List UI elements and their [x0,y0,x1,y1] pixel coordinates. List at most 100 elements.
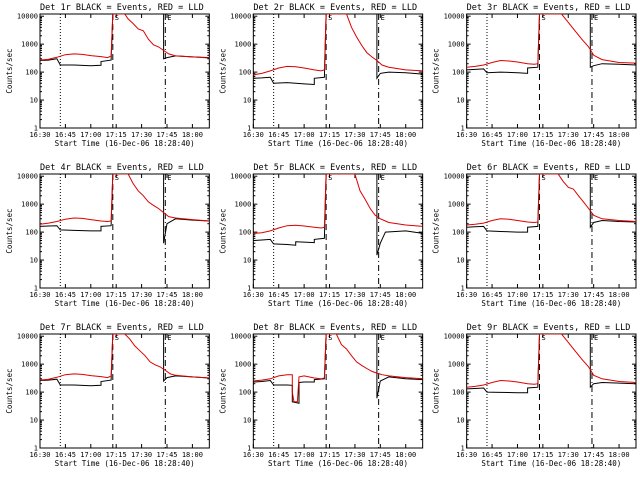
x-axis-label: Start Time (16-Dec-06 18:28:40) [268,299,408,308]
plot-frame [252,333,424,449]
chart-title: Det 5r BLACK = Events, RED = LLD [253,163,417,173]
series-line-events [466,334,636,394]
start-marker-label: S [115,174,119,182]
series-line-events [40,14,210,67]
y-axis-label: Counts/sec [432,368,441,413]
plot-frame [39,13,210,129]
chart-title: Det 2r BLACK = Events, RED = LLD [253,3,417,13]
y-tick-label: 1000 [448,41,465,49]
end-marker-label: E [167,14,171,22]
y-tick-label: 1000 [234,201,251,209]
chart-title: Det 3r BLACK = Events, RED = LLD [467,3,631,13]
x-tick-label: 16:30 [243,131,264,139]
y-tick-label: 100 [452,389,465,397]
y-tick-label: 10000 [230,13,251,21]
series-line-events [466,14,636,74]
y-axis-label: Counts/sec [432,208,441,253]
y-tick-label: 100 [452,229,465,237]
x-tick-label: 16:45 [268,451,289,459]
y-tick-label: 1000 [21,41,38,49]
y-tick-label: 1 [460,285,464,293]
y-tick-label: 100 [25,229,38,237]
x-tick-label: 17:00 [507,451,528,459]
x-tick-label: 17:00 [507,291,528,299]
chart-title: Det 6r BLACK = Events, RED = LLD [467,163,631,173]
y-tick-label: 10 [243,257,251,265]
x-tick-label: 16:30 [456,451,477,459]
x-tick-label: 17:45 [370,451,391,459]
y-tick-label: 10000 [17,173,38,181]
plot-frame [466,13,637,129]
x-tick-label: 17:30 [131,131,152,139]
series-line-lld [40,174,210,225]
x-tick-label: 17:30 [344,291,365,299]
y-axis-label: Counts/sec [5,208,14,253]
x-tick-label: 16:45 [55,451,76,459]
x-tick-label: 17:15 [532,131,553,139]
end-marker-label: E [594,14,598,22]
y-tick-label: 10 [456,257,464,265]
start-marker-label: S [115,334,119,342]
y-tick-label: 10 [30,97,38,105]
y-tick-label: 1000 [21,361,38,369]
x-tick-label: 17:45 [156,131,177,139]
x-tick-label: 17:15 [319,291,340,299]
y-tick-label: 1 [460,445,464,453]
x-tick-label: 17:30 [558,291,579,299]
x-tick-label: 16:30 [29,291,50,299]
y-tick-label: 1000 [21,201,38,209]
x-tick-label: 18:00 [609,291,630,299]
chart-panel-6: Det 6r BLACK = Events, RED = LLD 1 10 100 10… [432,163,637,308]
x-tick-label: 17:15 [319,451,340,459]
x-tick-label: 17:45 [156,291,177,299]
x-axis-label: Start Time (16-Dec-06 18:28:40) [55,139,195,148]
x-tick-label: 18:00 [609,131,630,139]
x-tick-label: 17:30 [558,451,579,459]
x-tick-label: 16:45 [482,451,503,459]
x-axis-label: Start Time (16-Dec-06 18:28:40) [481,139,621,148]
plot-frame [39,333,210,449]
x-tick-label: 17:45 [583,291,604,299]
y-tick-label: 1 [460,125,464,133]
start-marker-label: S [115,14,119,22]
y-tick-label: 1000 [234,41,251,49]
plot-frame [39,173,210,289]
x-tick-label: 18:00 [395,291,416,299]
series-line-lld [253,14,423,76]
y-tick-label: 10000 [17,13,38,21]
x-tick-label: 16:30 [243,291,264,299]
x-tick-label: 17:30 [131,291,152,299]
x-tick-label: 17:30 [558,131,579,139]
start-marker-label: S [541,174,545,182]
x-tick-label: 17:30 [131,451,152,459]
start-marker-label: S [328,334,332,342]
end-marker-label: E [167,174,171,182]
start-marker-label: S [541,334,545,342]
x-axis-label: Start Time (16-Dec-06 18:28:40) [268,139,408,148]
chart-title: Det 9r BLACK = Events, RED = LLD [467,323,631,333]
end-marker-label: E [167,334,171,342]
chart-panel-2: Det 2r BLACK = Events, RED = LLD 1 10 100 10… [218,3,424,148]
x-tick-label: 17:00 [80,451,101,459]
y-tick-label: 100 [239,389,252,397]
end-marker-label: E [381,174,385,182]
x-tick-label: 18:00 [182,131,203,139]
series-line-lld [466,174,636,226]
x-tick-label: 18:00 [395,131,416,139]
series-line-lld [253,174,423,234]
x-tick-label: 17:00 [294,291,315,299]
x-tick-label: 17:15 [106,131,127,139]
y-axis-label: Counts/sec [5,368,14,413]
y-axis-label: Counts/sec [218,368,227,413]
y-axis-label: Counts/sec [5,48,14,93]
x-tick-label: 16:45 [482,131,503,139]
x-tick-label: 17:30 [344,131,365,139]
chart-panel-3: Det 3r BLACK = Events, RED = LLD 1 10 100 10… [432,3,637,148]
x-axis-label: Start Time (16-Dec-06 18:28:40) [481,459,621,468]
y-tick-label: 1 [34,125,38,133]
y-tick-label: 10 [243,97,251,105]
y-tick-label: 10000 [17,333,38,341]
chart-panel-8: Det 8r BLACK = Events, RED = LLD 1 10 100 10… [218,323,424,468]
x-tick-label: 18:00 [182,451,203,459]
